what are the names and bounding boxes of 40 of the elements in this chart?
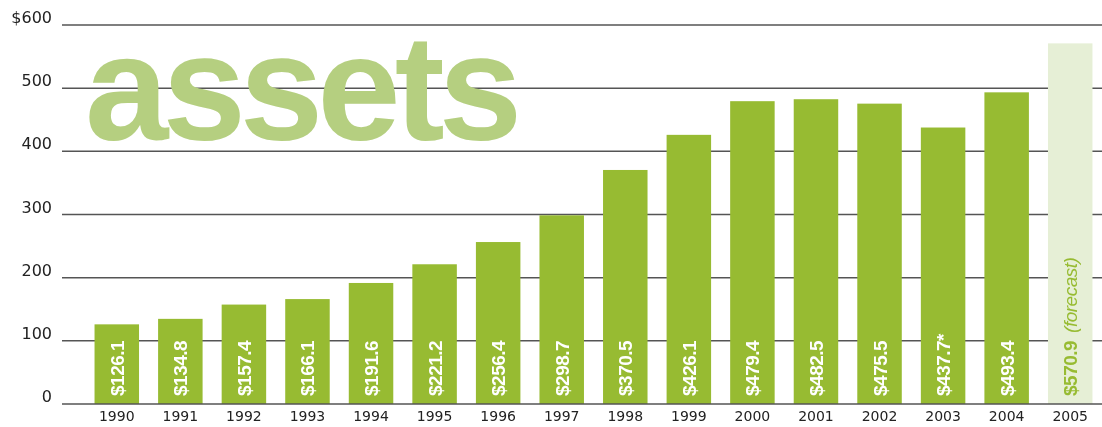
x-tick-label: 2005 — [1052, 408, 1089, 424]
y-tick-label: 0 — [41, 387, 52, 406]
data-label: $482.5 — [805, 339, 827, 396]
data-label: $298.7 — [551, 340, 573, 396]
y-tick-label: 500 — [21, 71, 52, 91]
x-tick-label: 2001 — [798, 408, 834, 424]
x-tick-label: 1991 — [162, 408, 199, 424]
x-tick-label: 2002 — [861, 408, 898, 424]
x-tick-label: 1993 — [289, 408, 326, 424]
data-label: $191.6 — [361, 340, 383, 396]
x-tick-label: 1997 — [543, 408, 580, 424]
data-label: $370.5 — [615, 339, 637, 396]
data-label: $126.1 — [106, 339, 128, 396]
x-tick-label: 1990 — [98, 408, 135, 424]
x-tick-label: 2000 — [734, 408, 771, 424]
x-tick-label: 1995 — [416, 408, 453, 424]
y-tick-label: 400 — [21, 134, 52, 154]
data-label: $166.1 — [297, 339, 319, 396]
x-tick-label: 1998 — [607, 408, 644, 424]
annotation: (forecast) — [1060, 257, 1082, 333]
data-label: $221.2 — [424, 340, 446, 396]
x-tick-label: 2003 — [925, 408, 961, 424]
data-label: $479.4 — [742, 339, 764, 396]
data-label: $157.4 — [233, 339, 255, 396]
x-tick-label: 1992 — [226, 408, 262, 424]
y-tick-label: 100 — [21, 323, 52, 343]
x-tick-label: 2004 — [988, 408, 1025, 424]
data-label: $256.4 — [488, 339, 510, 396]
y-tick-label: 300 — [21, 197, 52, 217]
data-label: $437.7* — [933, 332, 955, 396]
x-tick-label: 1994 — [353, 408, 389, 424]
data-label: $570.9 — [1060, 340, 1082, 396]
data-label: $134.8 — [170, 340, 192, 396]
data-label: $426.1 — [678, 339, 700, 396]
x-tick-label: 1996 — [480, 408, 517, 424]
y-tick-label: 200 — [21, 260, 52, 280]
data-label: $493.4 — [996, 339, 1018, 396]
data-label: $475.5 — [869, 339, 891, 396]
y-tick-label: $600 — [11, 8, 52, 27]
x-tick-label: 1999 — [671, 408, 707, 424]
